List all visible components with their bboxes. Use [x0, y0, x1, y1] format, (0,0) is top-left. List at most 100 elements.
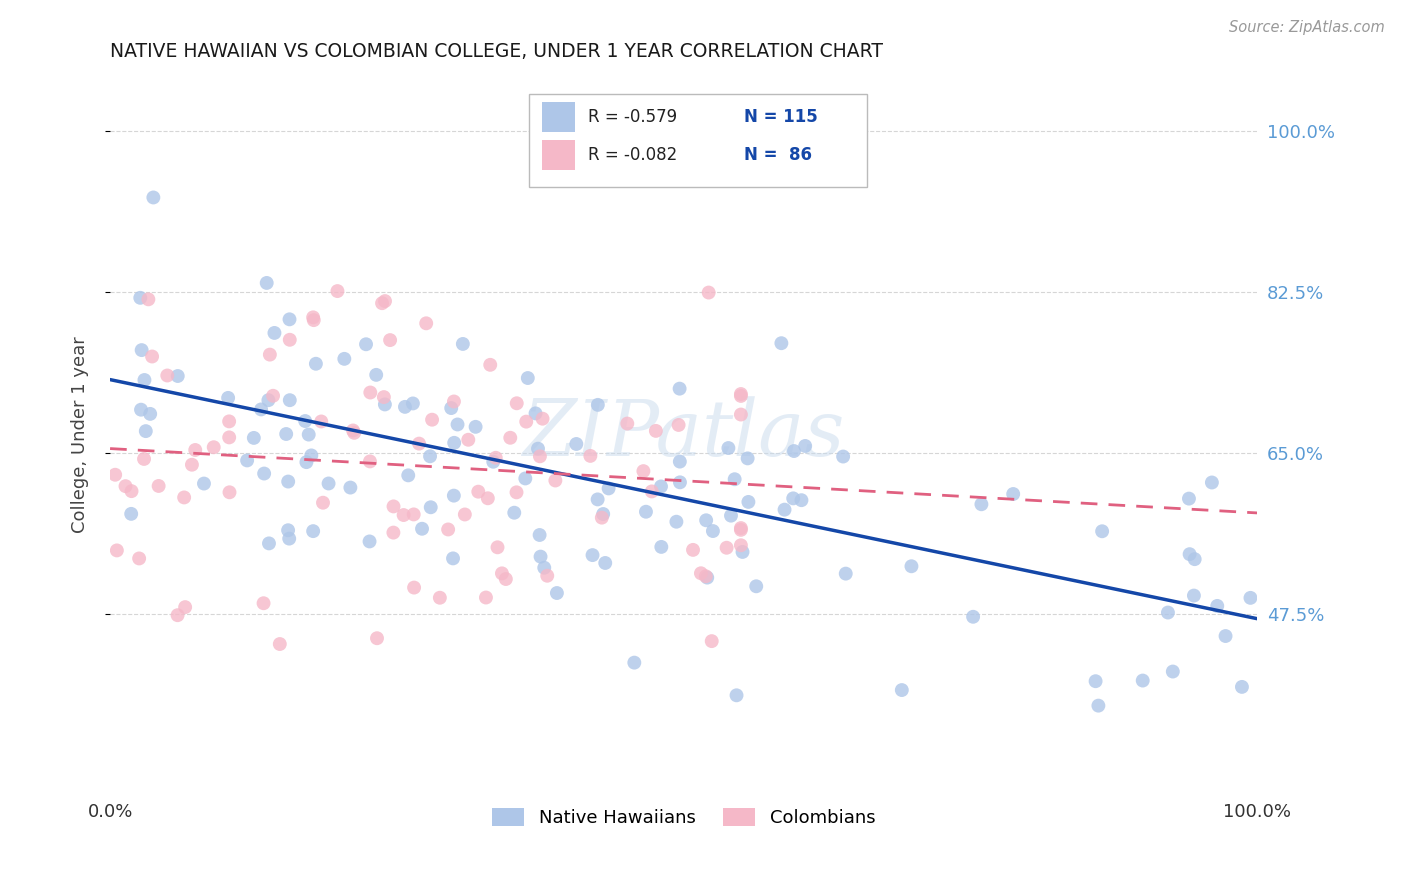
- Point: [259, 348, 281, 362]
- Point: [467, 484, 489, 499]
- Point: [174, 600, 197, 615]
- Point: [392, 508, 415, 522]
- Point: [835, 566, 858, 581]
- Point: [121, 484, 143, 499]
- Point: [479, 358, 502, 372]
- Point: [1230, 680, 1253, 694]
- Point: [278, 532, 301, 546]
- Point: [173, 491, 195, 505]
- Point: [371, 296, 394, 310]
- Point: [415, 316, 437, 330]
- Point: [1206, 599, 1229, 613]
- Point: [533, 560, 555, 574]
- Point: [650, 479, 672, 493]
- Point: [586, 398, 609, 412]
- Point: [138, 293, 160, 307]
- Point: [486, 541, 509, 555]
- Legend: Native Hawaiians, Colombians: Native Hawaiians, Colombians: [485, 801, 883, 835]
- Point: [366, 368, 388, 382]
- Point: [697, 285, 720, 300]
- Point: [193, 476, 215, 491]
- Point: [586, 492, 609, 507]
- Point: [262, 389, 284, 403]
- Point: [581, 548, 603, 562]
- Bar: [543, 140, 575, 170]
- Point: [218, 430, 240, 444]
- Point: [302, 313, 325, 327]
- Point: [1178, 547, 1201, 561]
- Point: [1091, 524, 1114, 539]
- Point: [457, 433, 479, 447]
- Point: [114, 479, 136, 493]
- Point: [1184, 552, 1206, 566]
- Point: [783, 444, 806, 458]
- Point: [745, 579, 768, 593]
- Point: [546, 586, 568, 600]
- Point: [1157, 606, 1180, 620]
- Point: [218, 414, 240, 428]
- Point: [544, 474, 567, 488]
- Point: [529, 549, 551, 564]
- Point: [302, 524, 325, 538]
- Point: [402, 508, 425, 522]
- Point: [278, 333, 301, 347]
- Point: [1161, 665, 1184, 679]
- Point: [650, 540, 672, 554]
- Point: [499, 431, 522, 445]
- Point: [374, 397, 396, 411]
- Point: [890, 683, 912, 698]
- Point: [730, 389, 752, 403]
- Point: [702, 524, 724, 538]
- Text: Source: ZipAtlas.com: Source: ZipAtlas.com: [1229, 20, 1385, 35]
- Point: [1182, 589, 1205, 603]
- Point: [515, 471, 537, 485]
- Point: [252, 596, 274, 610]
- Text: NATIVE HAWAIIAN VS COLOMBIAN COLLEGE, UNDER 1 YEAR CORRELATION CHART: NATIVE HAWAIIAN VS COLOMBIAN COLLEGE, UN…: [110, 42, 883, 61]
- Point: [1087, 698, 1109, 713]
- Point: [682, 542, 704, 557]
- Point: [394, 400, 416, 414]
- Point: [129, 402, 152, 417]
- Point: [730, 523, 752, 537]
- Point: [446, 417, 468, 432]
- Point: [131, 343, 153, 357]
- Point: [120, 507, 142, 521]
- Point: [503, 506, 526, 520]
- Point: [717, 441, 740, 455]
- Point: [668, 417, 690, 432]
- Point: [725, 688, 748, 702]
- Text: ZIPatlas: ZIPatlas: [523, 397, 845, 473]
- Point: [166, 608, 188, 623]
- Point: [773, 502, 796, 516]
- Point: [1002, 487, 1025, 501]
- Point: [724, 472, 747, 486]
- Bar: [543, 102, 575, 132]
- Point: [900, 559, 922, 574]
- Point: [411, 522, 433, 536]
- Point: [253, 467, 276, 481]
- Point: [1084, 674, 1107, 689]
- Point: [404, 581, 426, 595]
- Point: [128, 551, 150, 566]
- Point: [454, 508, 477, 522]
- Point: [378, 333, 401, 347]
- Point: [515, 415, 537, 429]
- Point: [437, 523, 460, 537]
- Point: [294, 414, 316, 428]
- Point: [184, 442, 207, 457]
- Point: [485, 450, 508, 465]
- Point: [156, 368, 179, 383]
- Point: [342, 424, 364, 438]
- Point: [464, 420, 486, 434]
- Point: [420, 413, 443, 427]
- Point: [257, 536, 280, 550]
- Point: [633, 464, 655, 478]
- Point: [1132, 673, 1154, 688]
- Point: [134, 373, 156, 387]
- Point: [278, 312, 301, 326]
- Point: [302, 310, 325, 325]
- Point: [529, 528, 551, 542]
- Point: [269, 637, 291, 651]
- Point: [148, 479, 170, 493]
- Point: [1178, 491, 1201, 506]
